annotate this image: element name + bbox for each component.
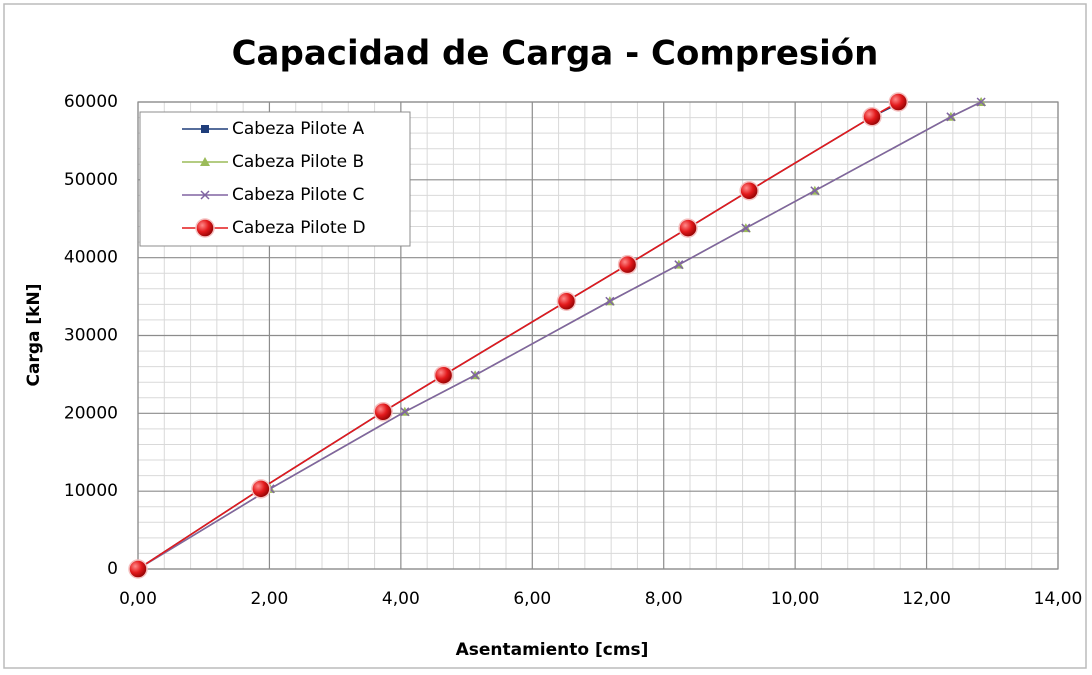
marker [556,291,577,312]
marker [946,112,956,122]
marker [739,180,759,201]
x-axis-label: Asentamiento [cms] [456,640,649,660]
x-tick-label: 0,00 [119,589,157,609]
series-line [137,101,899,570]
legend-box [139,111,411,247]
y-tick-label: 30000 [64,326,118,346]
marker [195,218,215,238]
y-tick-label: 0 [107,559,118,579]
marker [251,479,271,499]
y-tick-label: 50000 [64,170,118,190]
marker [888,92,909,112]
y-tick-label: 10000 [64,481,118,501]
plot [128,92,987,579]
x-tick-label: 6,00 [513,589,551,609]
y-tick-label: 40000 [64,248,118,268]
marker [200,190,210,200]
series-line [137,101,982,570]
y-tick-label: 20000 [64,403,118,423]
x-tick-label: 12,00 [902,589,951,609]
marker [605,296,615,306]
x-tick-label: 14,00 [1034,589,1083,609]
marker [862,107,882,127]
marker [678,218,698,238]
plot-border [137,101,1059,570]
marker [674,260,684,270]
marker [373,402,393,422]
marker [470,370,480,380]
y-axis-label: Carga [kN] [24,284,44,387]
x-tick-label: 10,00 [771,589,820,609]
legend-label: Cabeza Pilote A [232,119,365,139]
legend-label: Cabeza Pilote D [232,218,366,238]
x-tick-label: 2,00 [250,589,288,609]
marker [400,407,410,417]
x-tick-label: 4,00 [382,589,420,609]
marker [200,157,210,166]
y-tick-label: 60000 [64,92,118,112]
marker [741,223,751,233]
x-tick-label: 8,00 [645,589,683,609]
marker [201,125,209,133]
chart-title: Capacidad de Carga - Compresión [232,34,879,74]
legend-label: Cabeza Pilote C [232,185,364,205]
grid [137,101,1059,570]
marker [433,365,454,385]
marker [976,97,986,107]
marker [128,559,148,579]
marker [810,186,820,196]
marker [617,254,638,275]
legend-label: Cabeza Pilote B [232,152,364,172]
